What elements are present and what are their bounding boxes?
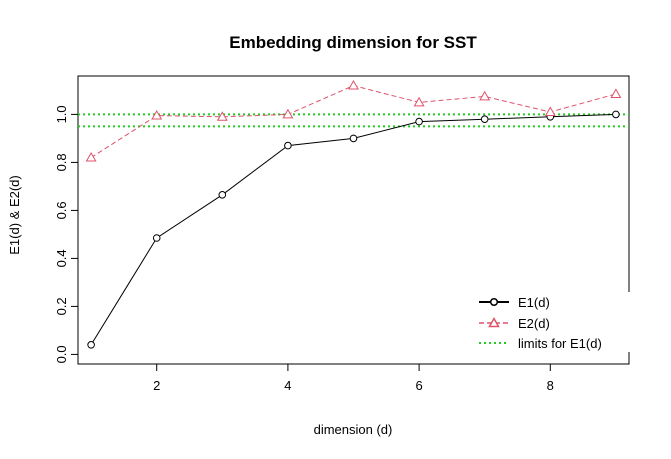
series-1-point-3 [218,191,227,199]
series-2-point-7 [479,90,491,101]
x-tick-label-2: 4 [284,378,291,393]
legend-item-limits: limits for E1(d) [479,336,602,351]
series-1-point-4 [284,141,292,150]
series-2-point-6 [413,96,425,107]
series-2-point-5 [348,79,359,90]
y-tick-label-4: 0.6 [54,201,69,219]
series-1-point-6 [415,117,423,126]
x-axis: 2 4 6 8 [153,364,554,393]
legend-swatch-e2-marker [488,316,500,328]
series-2-point-1 [85,151,97,162]
series-1-point-2 [152,234,161,242]
y-axis: 0.0 0.2 0.4 0.6 0.8 1.0 [54,105,78,363]
y-tick-label-5: 0.8 [54,153,69,171]
series-1-point-5 [349,134,358,143]
series-1-point-9 [612,110,620,119]
x-tick-label-3: 6 [415,378,422,393]
series-1-point-1 [87,341,95,349]
chart-title: Embedding dimension for SST [229,33,477,52]
x-tick-label-4: 8 [547,378,554,393]
plot-area [77,75,630,365]
series-1-point-7 [480,115,489,123]
series-2 [85,79,622,162]
series-2-point-9 [610,88,622,98]
y-tick-label-1: 0.0 [54,345,69,363]
series-2-point-2 [151,109,163,120]
legend-label-e2: E2(d) [518,316,550,331]
series-2-point-4 [282,108,294,119]
reference-lines [78,113,629,128]
series-1 [87,110,620,349]
legend: E1(d) E2(d) limits for E1(d) [470,292,632,352]
y-tick-label-3: 0.4 [54,249,69,267]
series-2-line [90,85,617,159]
y-tick-label-6: 1.0 [54,105,69,123]
series-2-point-3 [216,111,228,121]
y-tick-label-2: 0.2 [54,297,69,315]
legend-label-limits: limits for E1(d) [518,336,602,351]
legend-item-e2: E2(d) [479,316,550,331]
legend-item-e1: E1(d) [479,295,550,310]
series-2-point-8 [544,106,556,116]
y-axis-label: E1(d) & E2(d) [7,175,22,254]
x-axis-label: dimension (d) [314,422,393,437]
series-layer [85,79,622,349]
x-tick-label-1: 2 [153,378,160,393]
legend-swatch-e1-marker [489,297,499,307]
legend-label-e1: E1(d) [518,295,550,310]
